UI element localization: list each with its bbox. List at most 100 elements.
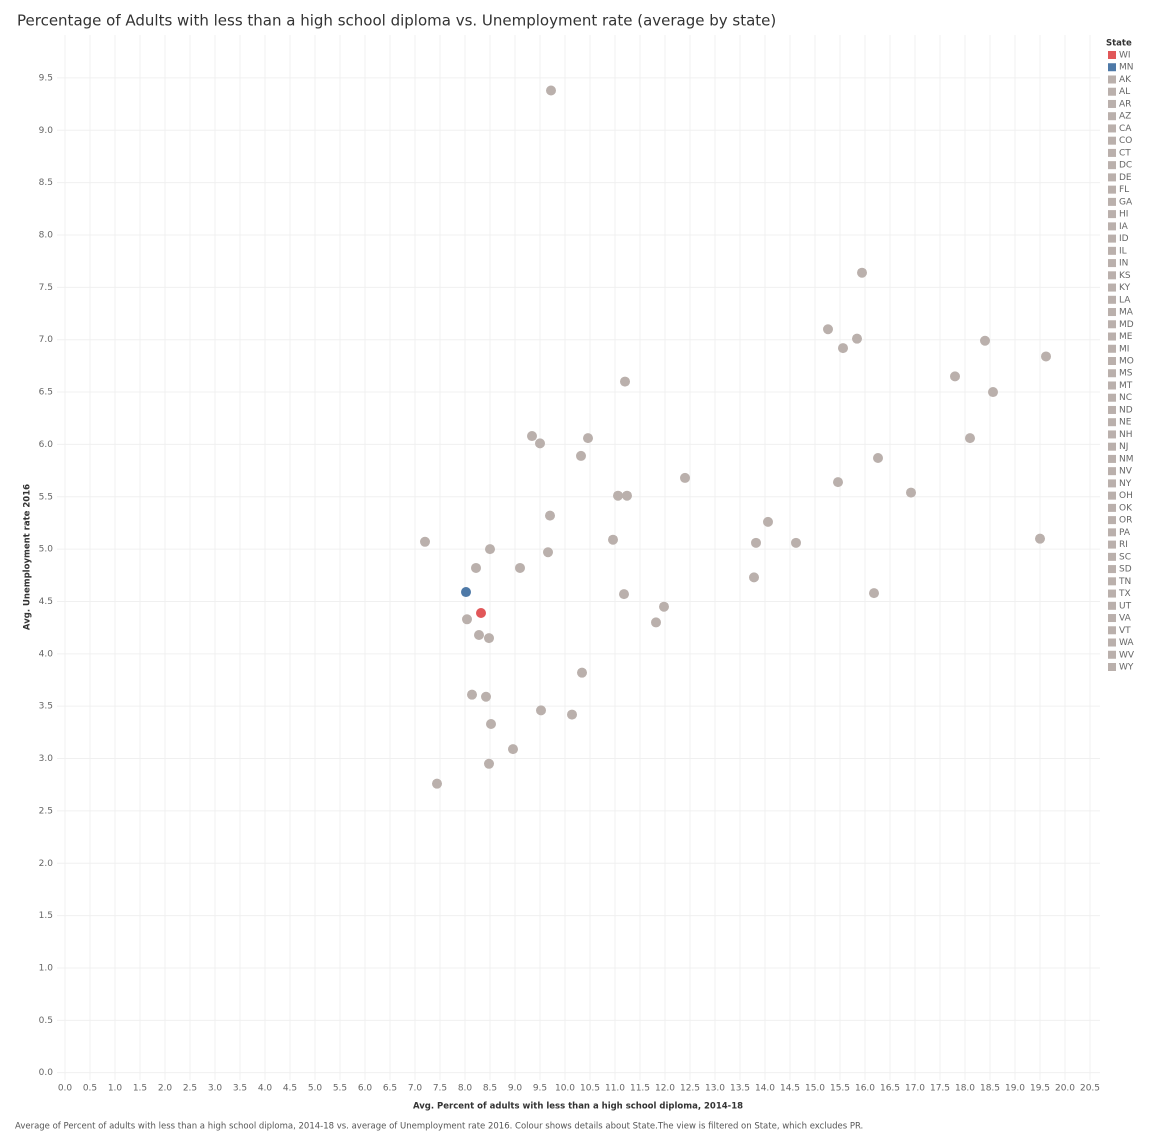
y-tick-label: 6.5 [39,388,53,398]
point [950,371,960,382]
legend-label: MS [1119,369,1133,379]
point [461,587,471,598]
x-tick-label: 17.5 [930,1084,950,1094]
x-tick-label: 14.5 [780,1084,800,1094]
point [823,324,833,335]
point [484,758,494,769]
legend-swatch [1108,185,1116,194]
legend-label: NH [1119,430,1133,440]
legend-swatch [1108,259,1116,268]
legend-swatch [1108,210,1116,219]
point [873,453,883,464]
y-tick-label: 4.5 [39,597,53,607]
y-axis-title: Avg. Unemployment rate 2016 [23,484,33,630]
x-tick-label: 7.5 [433,1084,447,1094]
x-tick-label: 13.0 [705,1084,725,1094]
legend-label: ID [1119,234,1129,244]
x-tick-label: 8.5 [483,1084,497,1094]
x-tick-label: 10.0 [555,1084,575,1094]
legend-label: IN [1119,259,1128,269]
legend-label: IL [1119,246,1127,256]
legend-swatch [1108,614,1116,623]
point [620,376,630,387]
point [481,691,491,702]
legend-swatch [1108,528,1116,537]
point [576,450,586,461]
x-tick-label: 9.5 [533,1084,547,1094]
legend-swatch [1108,124,1116,133]
point [527,431,537,442]
legend-swatch [1108,99,1116,108]
legend-label: NE [1119,418,1132,428]
legend-label: HI [1119,210,1128,220]
y-tick-label: 5.0 [39,545,54,555]
legend-label: KS [1119,271,1131,281]
legend-label: MO [1119,357,1134,367]
legend-swatch [1108,467,1116,476]
point [838,343,848,354]
legend-label: VA [1119,614,1132,624]
legend-swatch [1108,75,1116,84]
point [474,629,484,640]
legend-label: WA [1119,638,1134,648]
legend-swatch [1108,369,1116,378]
x-tick-label: 3.0 [208,1084,223,1094]
point [577,667,587,678]
legend-swatch [1108,589,1116,598]
x-tick-label: 12.0 [655,1084,675,1094]
x-tick-label: 0.0 [58,1084,73,1094]
legend-swatch [1108,197,1116,206]
legend-swatch [1108,357,1116,365]
y-tick-label: 0.5 [39,1016,53,1026]
legend-swatch [1108,112,1116,121]
legend-swatch [1108,577,1116,586]
legend-swatch [1108,246,1116,255]
legend-title: State [1106,39,1132,49]
legend-label: IA [1119,222,1129,232]
x-tick-label: 15.5 [830,1084,850,1094]
legend-swatch [1108,320,1116,329]
legend-label: MA [1119,308,1134,318]
legend-label: WY [1119,663,1134,673]
legend-swatch [1108,161,1116,170]
y-tick-label: 3.5 [39,702,53,712]
legend-label: CA [1119,124,1132,134]
legend-label: SC [1119,552,1131,562]
legend-label: OR [1119,516,1132,526]
x-tick-label: 8.0 [458,1084,473,1094]
x-tick-label: 0.5 [83,1084,97,1094]
x-tick-label: 11.0 [605,1084,625,1094]
legend-label: ME [1119,332,1133,342]
y-tick-label: 0.0 [39,1068,54,1078]
y-tick-label: 4.0 [39,649,54,659]
legend-swatch [1108,565,1116,574]
point [485,544,495,555]
legend-swatch [1108,503,1116,512]
legend-label: RI [1119,540,1128,550]
x-tick-label: 13.5 [730,1084,750,1094]
legend-swatch [1108,418,1116,427]
x-tick-label: 20.5 [1080,1084,1100,1094]
x-tick-label: 16.5 [880,1084,900,1094]
point [546,85,556,96]
y-tick-label: 2.0 [39,859,54,869]
legend-label: NY [1119,479,1132,489]
point [651,617,661,628]
legend-label: PA [1119,528,1131,538]
legend-swatch [1108,295,1116,304]
y-tick-label: 8.0 [39,230,54,240]
legend-swatch [1108,136,1116,145]
legend-label: SD [1119,565,1132,575]
x-tick-label: 12.5 [680,1084,700,1094]
legend-swatch [1108,332,1116,341]
legend-swatch [1108,442,1116,451]
legend-label: DE [1119,173,1132,183]
legend-swatch [1108,173,1116,182]
legend-swatch [1108,626,1116,635]
legend-label: MD [1119,320,1134,330]
point [608,534,618,545]
legend-label: UT [1119,601,1132,611]
point [583,433,593,444]
legend-swatch [1108,454,1116,463]
x-tick-label: 5.0 [308,1084,323,1094]
